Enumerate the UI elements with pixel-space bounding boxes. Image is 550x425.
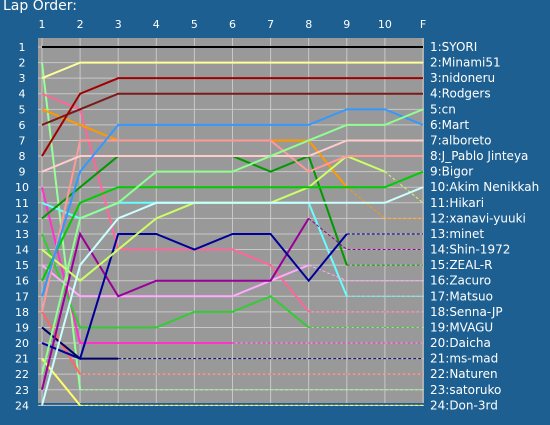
driver-label: 17:Matsuo xyxy=(430,289,493,303)
y-tick-label: 10 xyxy=(15,181,29,194)
y-tick-label: 2 xyxy=(19,57,26,70)
y-tick-label: 23 xyxy=(15,384,29,397)
series-line xyxy=(41,233,310,329)
series-line-retired xyxy=(384,171,424,204)
series-line xyxy=(41,92,423,126)
series-line-retired xyxy=(346,186,423,219)
y-tick-label: 12 xyxy=(15,212,29,225)
driver-label: 6:Mart xyxy=(430,118,469,132)
series-line xyxy=(41,61,423,80)
y-tick-label: 9 xyxy=(19,166,26,179)
y-tick-label: 4 xyxy=(19,88,26,101)
driver-label: 23:satoruko xyxy=(430,383,501,397)
driver-label: 20:Daicha xyxy=(430,336,491,350)
series-line xyxy=(41,170,424,282)
driver-label: 1:SYORI xyxy=(430,40,477,54)
series-line-retired xyxy=(308,217,423,251)
x-tick-label: 6 xyxy=(229,18,236,31)
x-tick-label: 4 xyxy=(153,18,160,31)
x-tick-label: 1 xyxy=(39,18,46,31)
driver-label: 16:Zacuro xyxy=(430,274,491,288)
y-tick-label: 13 xyxy=(15,228,29,241)
driver-label: 8:J_Pablo Jinteya xyxy=(430,149,528,163)
y-tick-label: 19 xyxy=(15,321,29,334)
series-line xyxy=(41,186,233,345)
y-tick-label: 6 xyxy=(19,119,26,132)
driver-label: 21:ms-mad xyxy=(430,352,498,366)
driver-label: 15:ZEAL-R xyxy=(430,258,492,272)
y-tick-label: 14 xyxy=(15,244,29,257)
y-tick-label: 7 xyxy=(19,134,26,147)
x-tick-label: F xyxy=(420,18,426,31)
series-lines xyxy=(41,46,424,406)
y-tick-label: 15 xyxy=(15,259,29,272)
x-tick-label: 10 xyxy=(378,18,392,31)
series-line xyxy=(41,139,423,173)
y-tick-label: 21 xyxy=(15,353,29,366)
driver-label: 7:alboreto xyxy=(430,133,491,147)
x-tick-label: 7 xyxy=(267,18,274,31)
series-line xyxy=(41,108,424,297)
y-tick-label: 20 xyxy=(15,337,29,350)
driver-label: 4:Rodgers xyxy=(430,87,491,101)
y-tick-label: 16 xyxy=(15,275,29,288)
y-tick-label: 22 xyxy=(15,368,29,381)
series-line xyxy=(41,217,310,390)
driver-label: 19:MVAGU xyxy=(430,320,493,334)
y-tick-label: 24 xyxy=(15,399,29,412)
y-tick-label: 5 xyxy=(19,103,26,116)
driver-label: 10:Akim Nenikkah xyxy=(430,180,539,194)
driver-label: 11:Hikari xyxy=(430,196,484,210)
series-line xyxy=(41,108,424,375)
series-line xyxy=(41,232,348,360)
driver-label: 2:Minami51 xyxy=(430,56,501,70)
series-line xyxy=(41,92,310,313)
driver-label: 9:Bigor xyxy=(430,165,473,179)
x-tick-label: 5 xyxy=(191,18,198,31)
x-tick-label: 3 xyxy=(115,18,122,31)
y-tick-label: 3 xyxy=(19,72,26,85)
chart-title: Lap Order: xyxy=(3,0,77,14)
y-tick-label: 11 xyxy=(15,197,29,210)
x-tick-labels: 1 2 3 4 5 6 7 8 9 10 F xyxy=(39,18,427,31)
series-line xyxy=(41,264,310,298)
driver-label: 5:cn xyxy=(430,102,456,116)
driver-label: 14:Shin-1972 xyxy=(430,243,510,257)
driver-label: 12:xanavi-yuuki xyxy=(430,211,526,225)
y-tick-label: 18 xyxy=(15,306,29,319)
x-tick-label: 9 xyxy=(343,18,350,31)
x-tick-label: 8 xyxy=(305,18,312,31)
y-tick-label: 1 xyxy=(19,41,26,54)
driver-label: 22:Naturen xyxy=(430,367,498,381)
driver-label: 3:nidoneru xyxy=(430,71,495,85)
driver-label: 13:minet xyxy=(430,227,484,241)
y-tick-label: 8 xyxy=(19,150,26,163)
y-tick-label: 17 xyxy=(15,290,29,303)
driver-label: 18:Senna-JP xyxy=(430,305,503,319)
driver-label: 24:Don-3rd xyxy=(430,398,498,412)
series-line-retired xyxy=(308,264,423,282)
series-line xyxy=(41,186,424,406)
x-tick-label: 2 xyxy=(77,18,84,31)
series-line xyxy=(41,77,423,157)
